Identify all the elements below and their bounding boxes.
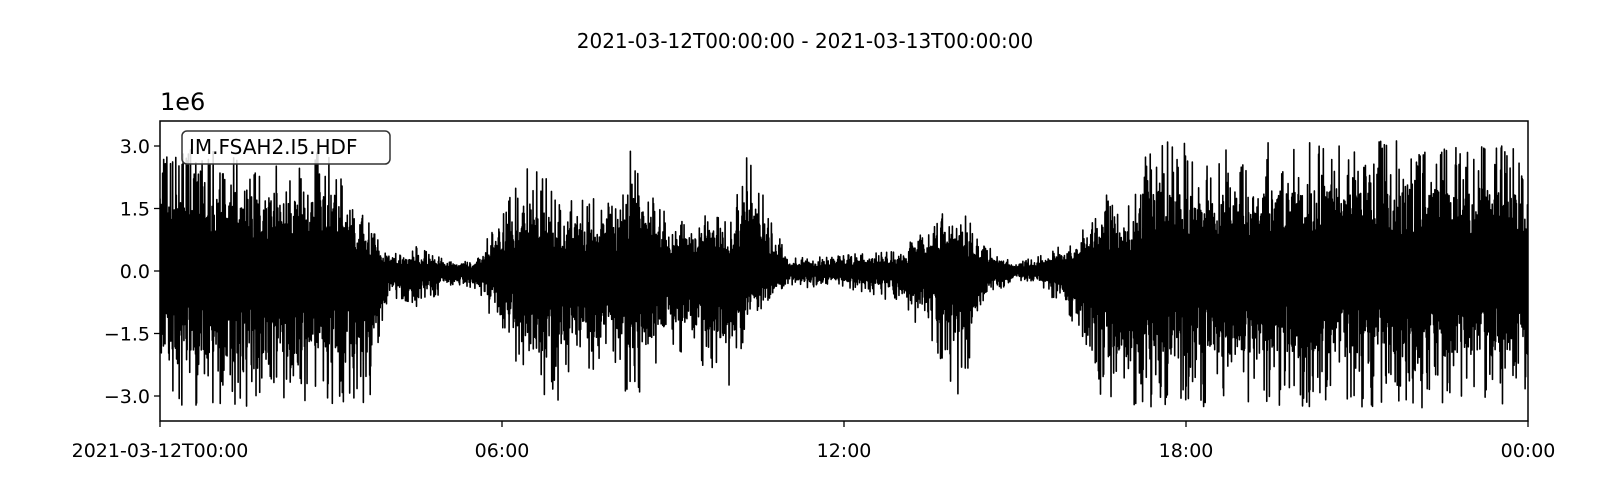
trace-series	[160, 140, 1528, 409]
y-axis: 3.0 1.5 0.0 −1.5 −3.0	[104, 136, 160, 408]
x-tick-label: 2021-03-12T00:00	[72, 440, 249, 462]
x-tick-label: 00:00	[1501, 440, 1556, 462]
y-tick-label: −1.5	[104, 324, 150, 346]
x-tick-label: 12:00	[817, 440, 872, 462]
legend: IM.FSAH2.I5.HDF	[181, 130, 391, 165]
trace-line	[160, 140, 1528, 409]
chart-title: 2021-03-12T00:00:00 - 2021-03-13T00:00:0…	[577, 29, 1033, 53]
y-tick-label: 1.5	[120, 199, 150, 221]
x-tick-label: 18:00	[1159, 440, 1214, 462]
y-tick-label: −3.0	[104, 386, 150, 408]
legend-label: IM.FSAH2.I5.HDF	[189, 135, 357, 159]
y-tick-label: 0.0	[120, 261, 150, 283]
x-axis: 2021-03-12T00:00 06:00 12:00 18:00 00:00	[72, 421, 1556, 462]
legend-box	[181, 130, 391, 165]
y-tick-label: 3.0	[120, 136, 150, 158]
y-offset-label: 1e6	[160, 88, 205, 116]
x-tick-label: 06:00	[475, 440, 530, 462]
